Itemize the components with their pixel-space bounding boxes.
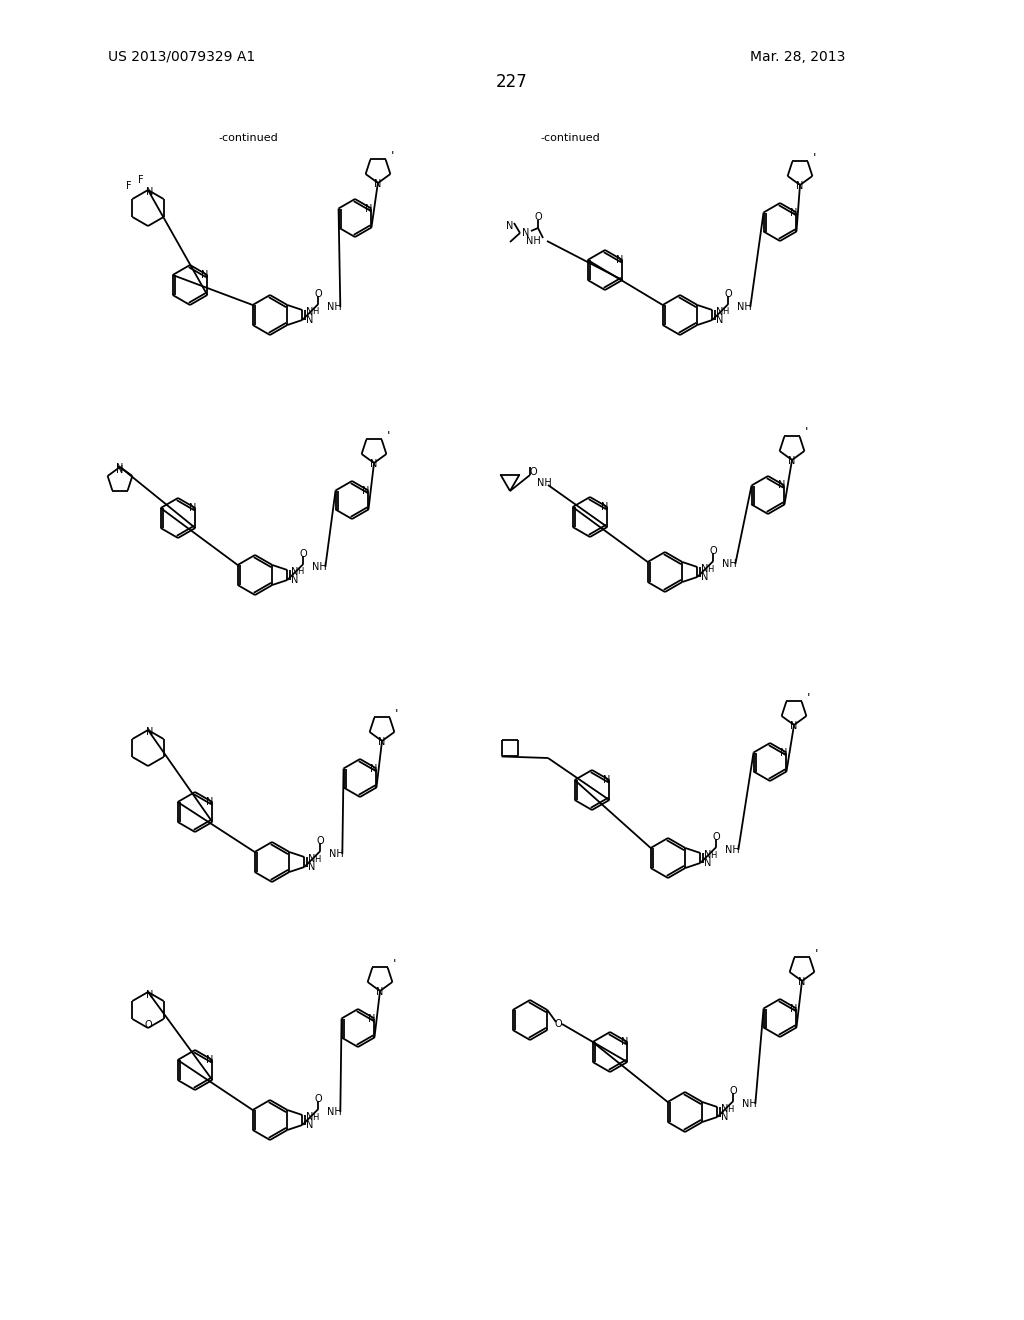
Text: O: O [316,836,325,846]
Text: NH: NH [725,845,739,855]
Text: N: N [361,486,369,495]
Text: Mar. 28, 2013: Mar. 28, 2013 [750,50,846,63]
Text: O: O [710,546,717,556]
Text: N: N [117,465,124,475]
Text: O: O [314,289,323,300]
Text: N: N [378,737,386,747]
Text: O: O [713,832,720,842]
Text: H: H [314,854,321,863]
Text: H: H [710,850,717,859]
Text: N: N [615,255,623,265]
Text: N: N [305,315,313,325]
Text: NH: NH [327,302,342,312]
Text: -continued: -continued [540,133,600,143]
Text: N: N [305,1119,313,1130]
Text: N: N [506,220,514,231]
Text: N: N [601,502,608,512]
Text: O: O [729,1086,737,1096]
Text: O: O [299,549,307,558]
Text: NH: NH [737,302,752,312]
Text: N: N [703,850,711,861]
Text: NH: NH [722,558,736,569]
Text: N: N [700,572,708,582]
Text: O: O [314,1094,323,1104]
Text: N: N [365,203,372,214]
Text: N: N [371,459,378,469]
Text: NH: NH [742,1100,757,1109]
Text: H: H [312,1113,318,1122]
Text: N: N [375,180,382,189]
Text: ': ' [815,948,819,961]
Text: NH: NH [327,1107,342,1117]
Text: N: N [291,576,298,585]
Text: N: N [716,308,723,317]
Text: N: N [370,763,377,774]
Text: ': ' [387,429,391,442]
Text: NH: NH [525,236,541,246]
Text: N: N [117,463,124,473]
Text: N: N [799,977,806,987]
Text: F: F [126,181,132,191]
Text: N: N [305,1111,313,1122]
Text: H: H [297,568,303,577]
Text: N: N [146,727,154,737]
Text: N: N [700,564,708,574]
Text: ': ' [813,152,817,165]
Text: N: N [307,862,315,873]
Text: N: N [146,187,154,197]
Text: N: N [603,775,610,785]
Text: N: N [206,1055,213,1065]
Text: N: N [206,797,213,807]
Text: N: N [188,503,196,513]
Text: NH: NH [312,562,327,572]
Text: N: N [621,1038,628,1047]
Text: N: N [721,1104,728,1114]
Text: ': ' [395,708,398,721]
Text: N: N [201,271,208,280]
Text: N: N [721,1111,728,1122]
Text: US 2013/0079329 A1: US 2013/0079329 A1 [108,50,255,63]
Text: N: N [779,747,787,758]
Text: H: H [312,308,318,317]
Text: O: O [144,1020,152,1030]
Text: O: O [535,213,542,222]
Text: N: N [788,455,796,466]
Text: NH: NH [329,849,344,859]
Text: N: N [797,181,804,191]
Text: O: O [554,1019,562,1030]
Text: N: N [305,308,313,317]
Text: -continued: -continued [218,133,278,143]
Text: H: H [708,565,714,573]
Text: N: N [291,568,298,577]
Text: F: F [138,176,143,185]
Text: 227: 227 [496,73,528,91]
Text: N: N [522,228,529,238]
Text: ': ' [393,957,396,970]
Text: N: N [716,315,723,325]
Text: N: N [778,480,785,491]
Text: N: N [790,207,797,218]
Text: N: N [790,1003,797,1014]
Text: N: N [376,987,384,997]
Text: NH: NH [537,478,551,488]
Text: ': ' [391,149,394,162]
Text: ': ' [805,426,809,440]
Text: O: O [725,289,732,300]
Text: N: N [307,854,315,865]
Text: N: N [703,858,711,869]
Text: H: H [727,1105,733,1114]
Text: N: N [368,1014,375,1023]
Text: O: O [529,467,537,477]
Text: N: N [146,990,154,1001]
Text: N: N [791,721,798,731]
Text: H: H [722,308,728,317]
Text: ': ' [807,692,811,705]
